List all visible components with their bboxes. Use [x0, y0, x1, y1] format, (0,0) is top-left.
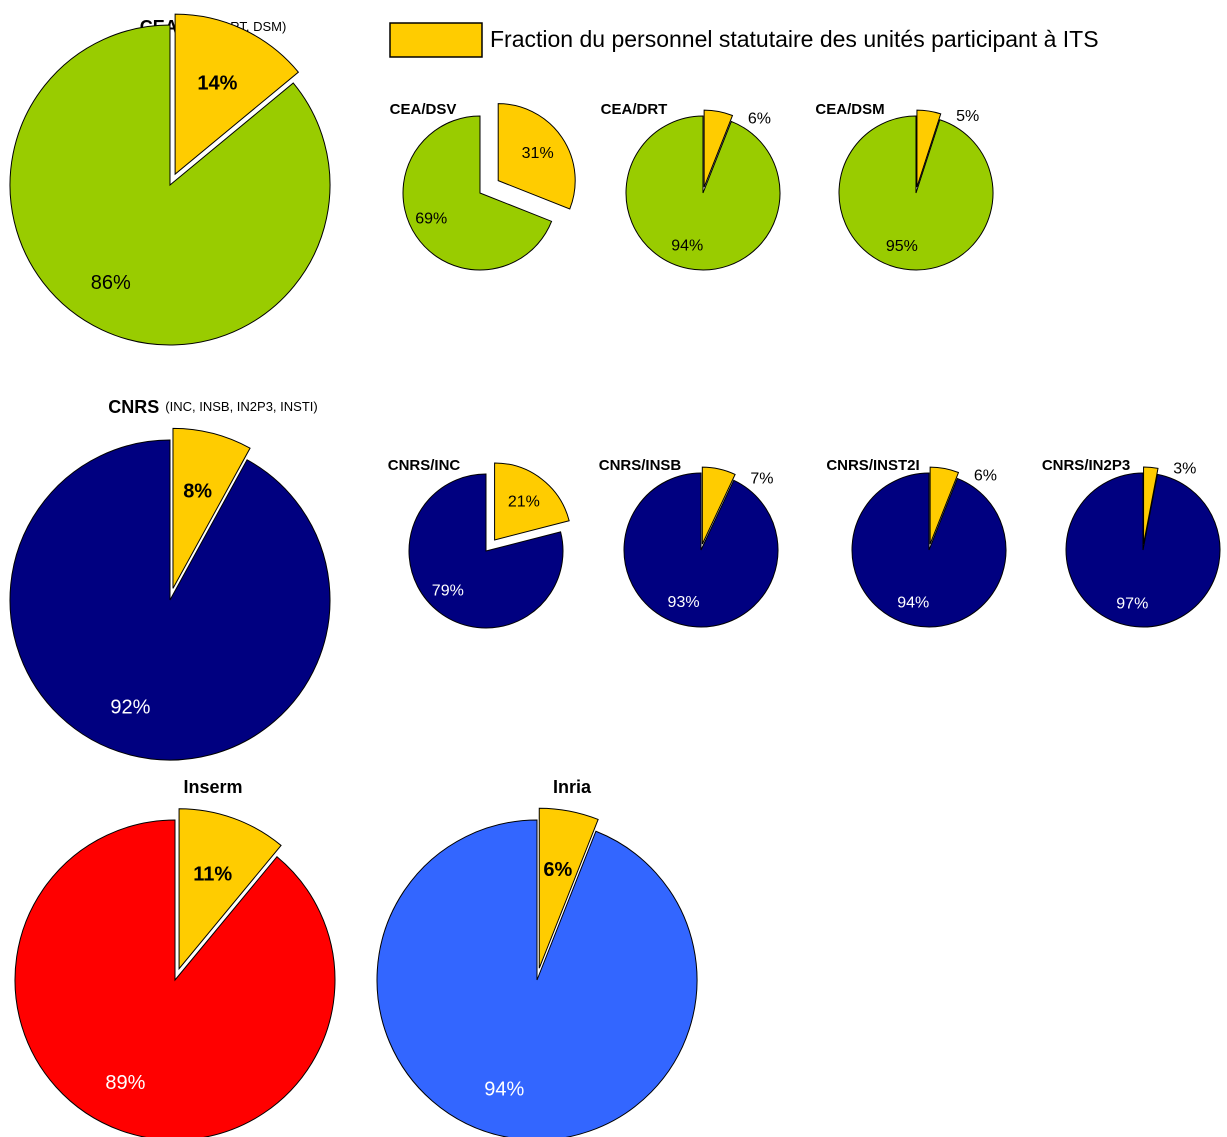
pie-slice [14, 819, 336, 1137]
pie-title: CEA/DRT [601, 101, 668, 118]
pie-slice [623, 472, 779, 628]
data-label: 86% [91, 272, 131, 294]
pie-slice [538, 807, 599, 969]
pie-slice [838, 115, 994, 271]
pie-title: CNRS/INSB [599, 457, 682, 474]
pie-slice [376, 819, 698, 1137]
pie-slice [402, 115, 553, 271]
data-label: 92% [110, 696, 150, 718]
pie-slice [851, 472, 1007, 628]
pie-title: Inria [553, 777, 592, 797]
pie-title-main: CNRS/INC [388, 457, 461, 474]
pie-title-main: CNRS/INST2I [826, 457, 919, 474]
data-label: 6% [974, 468, 997, 485]
data-label: 94% [671, 237, 703, 254]
pie-slice [172, 427, 251, 589]
pie-slice [625, 115, 781, 271]
data-label: 14% [197, 73, 237, 95]
data-label: 94% [484, 1079, 524, 1101]
pie-title-main: CNRS [108, 397, 159, 417]
pie-slice [929, 466, 960, 545]
data-label: 94% [897, 594, 929, 611]
data-label: 7% [750, 471, 773, 488]
data-label: 31% [522, 145, 554, 162]
data-label: 8% [183, 481, 212, 503]
pie-title: CNRS/INC [388, 457, 461, 474]
pie-title-main: CNRS/INSB [599, 457, 682, 474]
pie-title: Inserm [183, 777, 242, 797]
pie-slice [703, 109, 734, 188]
legend-swatch [389, 22, 483, 58]
pie-slice [494, 462, 570, 541]
data-label: 93% [668, 594, 700, 611]
data-label: 69% [415, 211, 447, 228]
pie-slice [1143, 466, 1159, 545]
pie-slice [178, 808, 282, 971]
data-label: 5% [956, 108, 979, 125]
pie-subtitle: (INC, INSB, IN2P3, INSTI) [165, 399, 317, 414]
pie-title: CNRS/IN2P3 [1042, 457, 1130, 474]
legend-text: Fraction du personnel statutaire des uni… [490, 26, 1099, 52]
pie-slice [9, 24, 331, 346]
pie-slice [174, 13, 300, 176]
pie-slice [701, 466, 736, 545]
pie-title-main: CEA/DRT [601, 101, 668, 118]
data-label: 79% [432, 582, 464, 599]
pie-title-main: Inria [553, 777, 592, 797]
pie-slice [408, 473, 564, 629]
pie-title: CEA/DSM [815, 101, 884, 118]
pie-title-main: Inserm [183, 777, 242, 797]
pie-slice [9, 439, 331, 761]
pie-slice [916, 109, 942, 188]
pie-slice [1065, 472, 1221, 628]
pie-title-main: CNRS/IN2P3 [1042, 457, 1130, 474]
pie-title-main: CEA/DSV [390, 101, 457, 118]
pie-title-main: CEA/DSM [815, 101, 884, 118]
data-label: 6% [543, 859, 572, 881]
data-label: 6% [748, 111, 771, 128]
pie-slice [497, 103, 576, 210]
data-label: 95% [886, 238, 918, 255]
pie-title: CNRS/INST2I [826, 457, 919, 474]
data-label: 89% [105, 1072, 145, 1094]
data-label: 97% [1116, 596, 1148, 613]
data-label: 21% [508, 493, 540, 510]
pie-title: CNRS (INC, INSB, IN2P3, INSTI) [108, 397, 317, 417]
pie-title: CEA/DSV [390, 101, 457, 118]
data-label: 11% [193, 864, 232, 886]
data-label: 3% [1173, 460, 1196, 477]
